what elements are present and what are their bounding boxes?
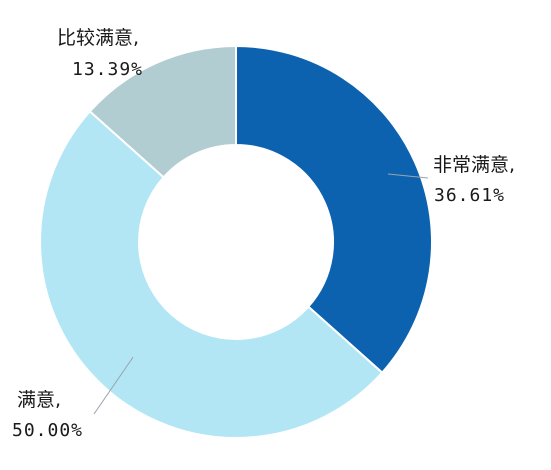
slice-value-fairly-satisfied: 13.39%: [72, 59, 143, 80]
leader-lines-group: [93, 173, 429, 415]
slice-label-satisfied: 满意,: [17, 389, 61, 411]
slice-very-satisfied: [235, 44, 433, 375]
slice-label-very-satisfied: 非常满意,: [433, 154, 515, 176]
slice-value-very-satisfied: 36.61%: [434, 185, 505, 206]
slice-fairly-satisfied: [88, 44, 237, 179]
slice-value-satisfied: 50.00%: [12, 420, 83, 441]
leader-line-very-satisfied: [387, 173, 429, 179]
slice-label-fairly-satisfied: 比较满意,: [57, 27, 139, 49]
labels-group: 非常满意, 36.61% 满意, 50.00% 比较满意, 13.39%: [12, 27, 515, 441]
slice-satisfied: [39, 109, 384, 439]
leader-line-satisfied: [93, 356, 134, 415]
slices-group: [39, 44, 433, 439]
